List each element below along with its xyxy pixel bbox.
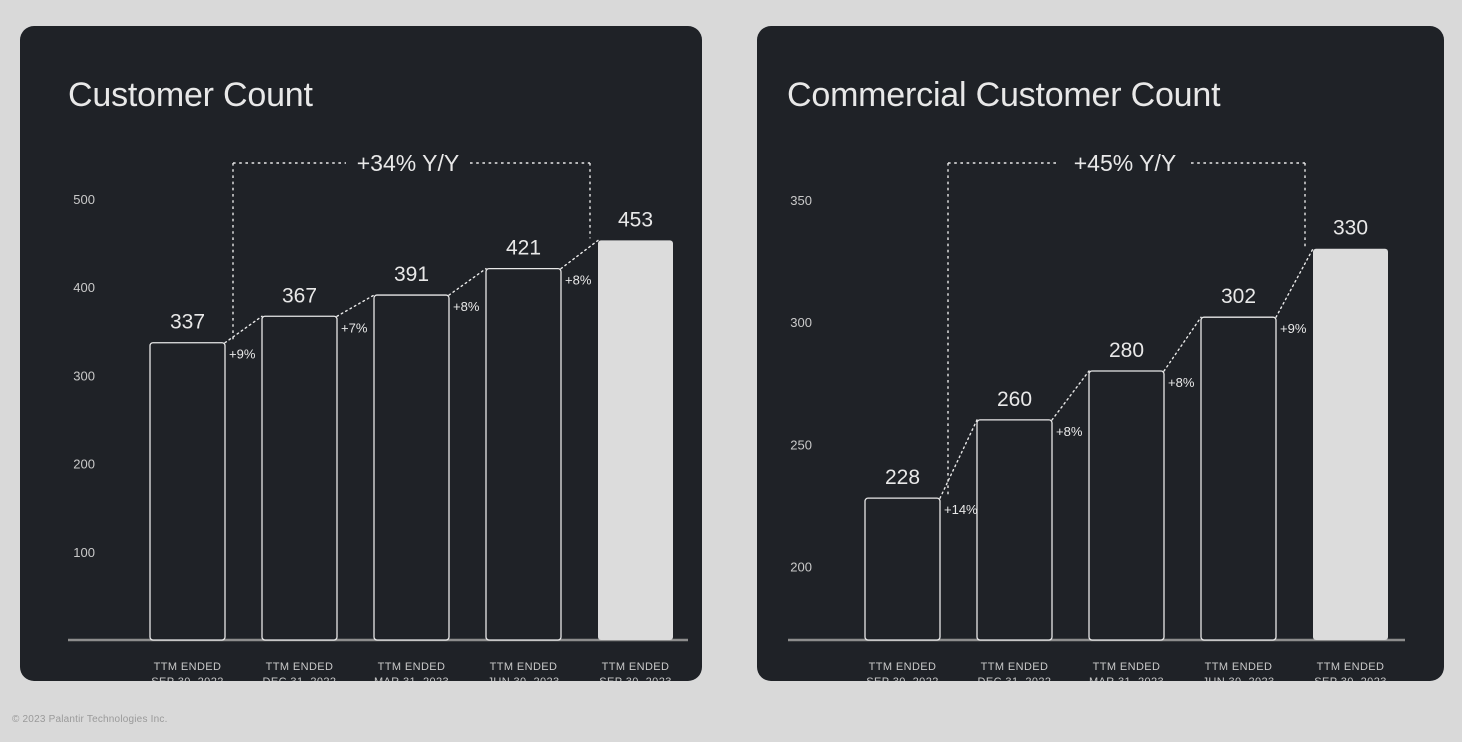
x-axis-category-label: TTM ENDED: [266, 661, 334, 673]
bar: [1313, 248, 1388, 640]
growth-connector-line: [1163, 316, 1202, 372]
bar-value-label: 228: [885, 466, 920, 489]
growth-connector-line: [1275, 248, 1314, 318]
copyright-notice: © 2023 Palantir Technologies Inc.: [12, 714, 168, 725]
bar-value-label: 367: [282, 284, 317, 307]
growth-connector-line: [939, 419, 978, 499]
x-axis-category-label: JUN 30, 2023: [1202, 676, 1274, 681]
x-axis-category-label: SEP 30, 2022: [866, 676, 939, 681]
bar-value-label: 391: [394, 263, 429, 286]
growth-percent-label: +9%: [1280, 321, 1307, 336]
bar-value-label: 260: [997, 388, 1032, 411]
x-axis-category-label: TTM ENDED: [981, 661, 1049, 673]
x-axis-category-label: JUN 30, 2023: [487, 676, 559, 681]
bar-value-label: 280: [1109, 339, 1144, 362]
bar: [261, 315, 338, 641]
bar-value-label: 302: [1221, 285, 1256, 308]
growth-percent-label: +8%: [565, 273, 592, 288]
growth-percent-label: +14%: [944, 502, 978, 517]
x-axis-category-label: MAR 31, 2023: [374, 676, 449, 681]
bar-value-label: 330: [1333, 217, 1368, 240]
x-axis-category-label: DEC 31, 2022: [263, 676, 337, 681]
bar-value-label: 453: [618, 208, 653, 231]
bar: [864, 497, 941, 641]
y-axis-tick-label: 350: [790, 193, 812, 208]
x-axis-category-label: TTM ENDED: [602, 661, 670, 673]
x-axis-category-label: TTM ENDED: [869, 661, 937, 673]
growth-percent-label: +7%: [341, 320, 368, 335]
y-axis-tick-label: 400: [73, 280, 95, 295]
bar: [149, 342, 226, 641]
page-title: Customer Count: [68, 76, 313, 114]
growth-percent-label: +9%: [229, 347, 256, 362]
bar: [976, 419, 1053, 641]
x-axis-category-label: TTM ENDED: [1205, 661, 1273, 673]
bar: [598, 240, 673, 640]
bar-value-label: 421: [506, 237, 541, 260]
growth-percent-label: +8%: [1056, 424, 1083, 439]
y-axis-tick-label: 200: [790, 560, 812, 575]
customer-count-chart: 100 200 300 400 500 337 367 391 421 453 +9% +7% +8% +…: [20, 26, 702, 681]
x-axis-category-label: TTM ENDED: [378, 661, 446, 673]
growth-percent-label: +8%: [1168, 375, 1195, 390]
bar-value-label: 337: [170, 311, 205, 334]
yoy-annotation-label: +45% Y/Y: [1074, 150, 1177, 176]
x-axis-category-label: MAR 31, 2023: [1089, 676, 1164, 681]
x-axis-category-label: TTM ENDED: [1317, 661, 1385, 673]
x-axis-category-label: SEP 30, 2023: [1314, 676, 1387, 681]
bar: [373, 294, 450, 641]
bar: [485, 267, 562, 641]
y-axis-tick-label: 200: [73, 457, 95, 472]
x-axis-category-label: DEC 31, 2022: [978, 676, 1052, 681]
growth-connector-line: [224, 315, 263, 344]
chart-panel-customer-count: Customer Count 100 200 300 400 500 337 367 391 4…: [20, 26, 702, 681]
growth-connector-line: [560, 239, 599, 270]
x-axis-category-label: TTM ENDED: [154, 661, 222, 673]
y-axis-tick-label: 100: [73, 545, 95, 560]
growth-connector-line: [336, 294, 375, 317]
page-title-secondary: Commercial Customer Count: [787, 76, 1221, 114]
bar: [1200, 316, 1277, 641]
yoy-annotation-label: +34% Y/Y: [357, 150, 460, 176]
growth-percent-label: +8%: [453, 299, 480, 314]
y-axis-tick-label: 500: [73, 192, 95, 207]
x-axis-category-label: SEP 30, 2022: [151, 676, 224, 681]
commercial-customer-count-chart: 200 250 300 350 228 260 280 302 330 +14% +8% +8% +9%…: [757, 26, 1444, 681]
growth-connector-line: [448, 267, 487, 296]
y-axis-tick-label: 300: [790, 315, 812, 330]
x-axis-category-label: TTM ENDED: [490, 661, 558, 673]
chart-panel-commercial-customer-count: Commercial Customer Count 200 250 300 350 22…: [757, 26, 1444, 681]
y-axis-tick-label: 300: [73, 368, 95, 383]
growth-connector-line: [1051, 370, 1090, 421]
x-axis-category-label: TTM ENDED: [1093, 661, 1161, 673]
bar: [1088, 370, 1165, 641]
y-axis-tick-label: 250: [790, 437, 812, 452]
x-axis-category-label: SEP 30, 2023: [599, 676, 672, 681]
